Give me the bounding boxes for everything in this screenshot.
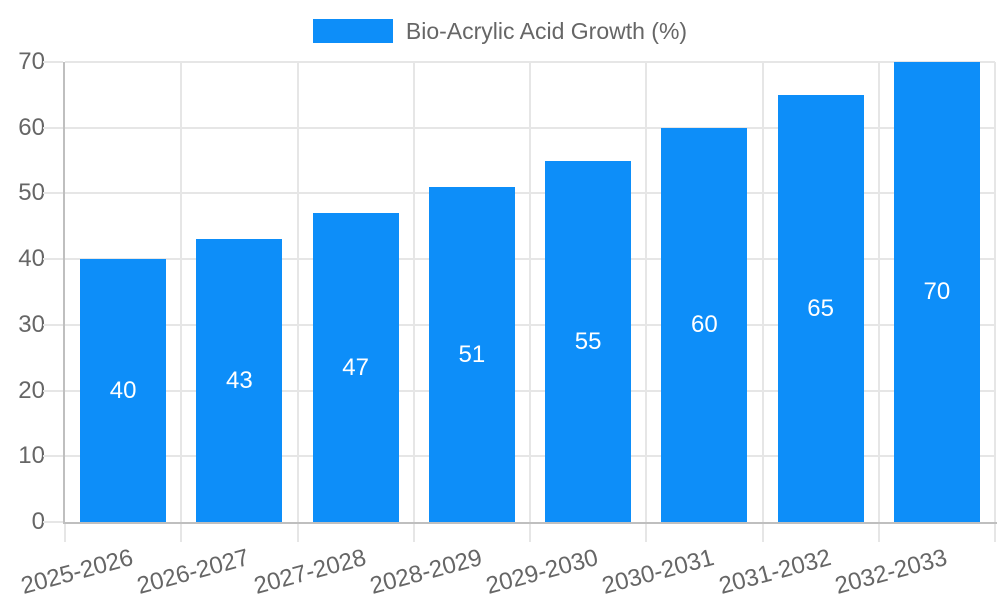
bar-value-label: 43	[226, 366, 253, 394]
x-axis-tick	[180, 522, 183, 542]
bar-value-label: 55	[574, 327, 602, 355]
x-axis-tick	[645, 522, 648, 542]
y-axis-tick	[43, 258, 63, 261]
x-gridline	[529, 62, 531, 522]
y-axis-label: 50	[18, 179, 45, 207]
x-gridline	[412, 62, 415, 522]
y-axis-tick	[43, 455, 63, 458]
x-axis-tick	[412, 522, 415, 542]
y-axis-label: 60	[18, 113, 45, 141]
x-axis-tick	[994, 522, 996, 542]
y-axis-label: 0	[31, 508, 45, 535]
bar[interactable]: 43	[196, 239, 283, 522]
x-gridline	[761, 62, 764, 522]
y-axis-label: 20	[18, 376, 45, 404]
bar[interactable]: 51	[428, 187, 515, 522]
x-axis-line	[63, 522, 997, 524]
x-axis-tick	[877, 522, 880, 542]
x-gridline	[645, 62, 648, 522]
bar-value-label: 70	[923, 278, 951, 305]
x-gridline	[296, 62, 299, 522]
y-axis-line	[63, 62, 65, 524]
bar-value-label: 51	[458, 340, 486, 368]
legend-item[interactable]: Bio-Acrylic Acid Growth (%)	[312, 18, 688, 44]
x-axis-tick	[529, 522, 531, 542]
y-axis-label: 10	[18, 442, 45, 470]
y-axis-label: 40	[18, 245, 45, 273]
y-axis-label: 70	[18, 48, 45, 75]
y-axis-tick	[43, 61, 63, 63]
legend: Bio-Acrylic Acid Growth (%)	[0, 19, 1000, 43]
legend-label: Bio-Acrylic Acid Growth (%)	[405, 18, 688, 44]
plot-area: 0 10 20 30 40 50 60 70 2025-2026 2026-2027 2027-20…	[18, 48, 997, 600]
x-axis-tick	[64, 522, 66, 542]
y-axis-tick	[43, 126, 63, 129]
bar-value-label: 60	[691, 311, 718, 338]
bar[interactable]: 65	[777, 95, 864, 522]
bar-value-label: 40	[109, 376, 137, 404]
bar[interactable]: 70	[893, 62, 980, 522]
x-gridline	[994, 62, 996, 522]
x-gridline	[877, 62, 880, 522]
bar[interactable]: 60	[661, 128, 748, 522]
y-axis-tick	[43, 389, 63, 392]
y-axis-tick	[43, 521, 63, 523]
y-axis-label: 30	[18, 310, 45, 338]
legend-swatch-icon	[312, 19, 393, 43]
x-axis-tick	[761, 522, 764, 542]
bar[interactable]: 47	[312, 213, 399, 522]
bar-chart: Bio-Acrylic Acid Growth (%) 0 10 20 30 40 50 6…	[0, 19, 1000, 600]
x-axis-tick	[296, 522, 299, 542]
bar-value-label: 65	[807, 294, 834, 322]
bar[interactable]: 40	[80, 259, 167, 522]
y-axis-tick	[43, 192, 63, 195]
bar-value-label: 47	[342, 353, 369, 381]
bar[interactable]: 55	[545, 161, 632, 522]
x-gridline	[180, 62, 183, 522]
y-axis-tick	[43, 323, 63, 326]
